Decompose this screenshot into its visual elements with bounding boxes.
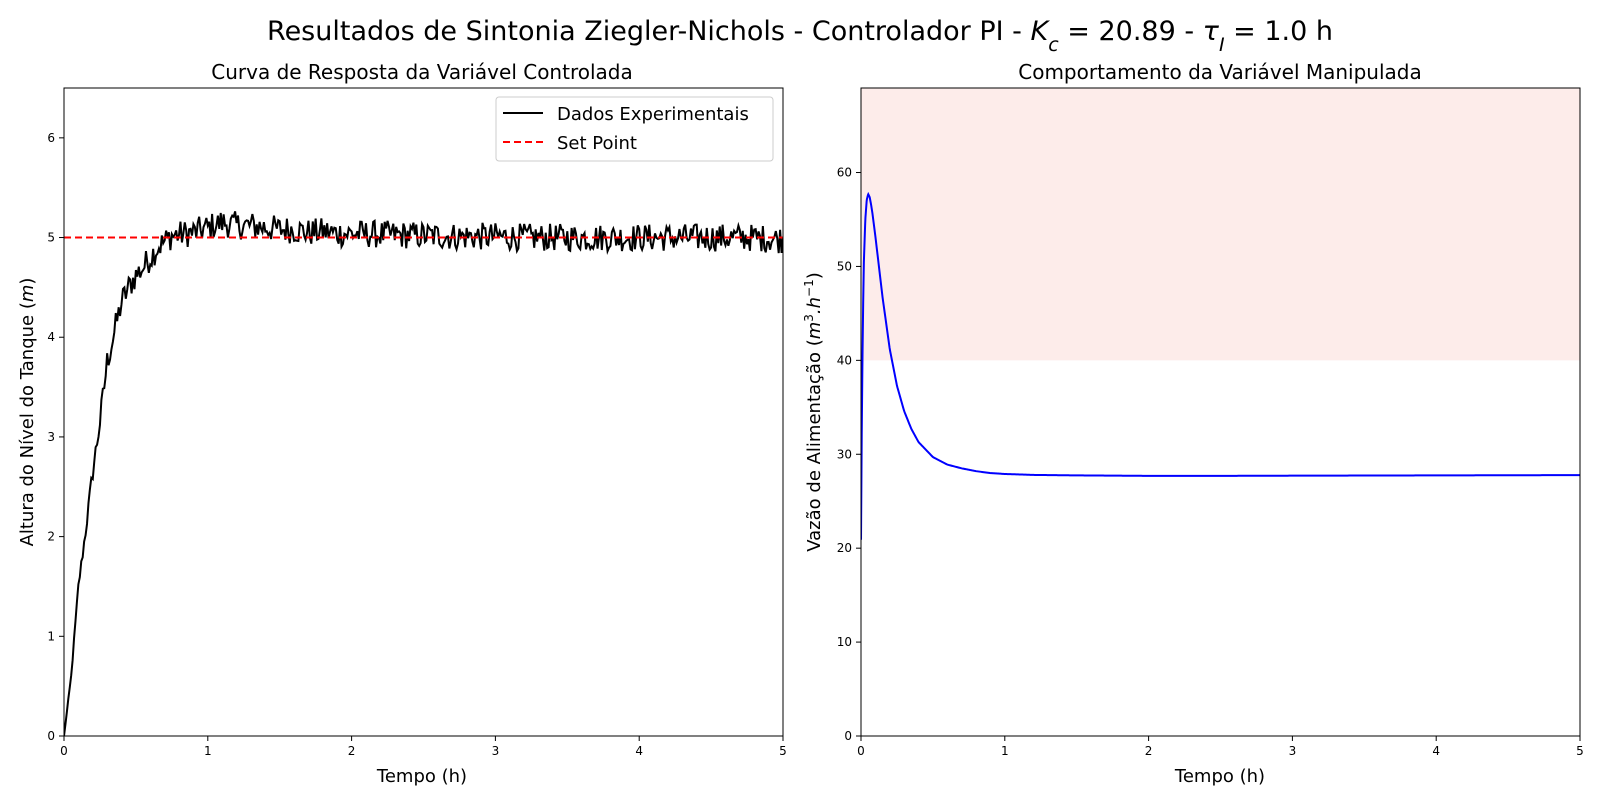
left-plot-area: 0 1 2 3 4 5 0 1 2 3 4 5 6 <box>47 87 787 758</box>
right-x-axis-label: Tempo (h) <box>1174 766 1265 787</box>
y-tick-label: 0 <box>844 729 852 743</box>
shaded-band <box>861 88 1580 361</box>
right-panel: Comportamento da Variável Manipulada 0 1 2… <box>802 60 1584 787</box>
legend: Dados Experimentais Set Point <box>495 96 774 162</box>
legend-label-setpoint: Set Point <box>557 133 637 154</box>
y-tick-label: 60 <box>837 166 852 180</box>
right-y-axis-label: Vazão de Alimentação (m3.h−1) <box>802 272 825 552</box>
left-axes-frame <box>63 87 784 737</box>
left-y-axis-label: Altura do Nível do Tanque (m) <box>17 278 38 547</box>
y-tick-label: 30 <box>837 447 852 461</box>
left-panel: Curva de Resposta da Variável Controlada… <box>17 60 787 787</box>
x-tick-label: 0 <box>60 744 68 758</box>
x-tick-label: 5 <box>779 744 787 758</box>
x-tick-label: 1 <box>204 744 212 758</box>
y-tick-label: 3 <box>47 430 55 444</box>
x-tick-label: 4 <box>1432 744 1440 758</box>
x-tick-label: 0 <box>857 744 865 758</box>
x-tick-label: 5 <box>1576 744 1584 758</box>
y-tick-label: 1 <box>47 629 55 643</box>
left-panel-title: Curva de Resposta da Variável Controlada <box>211 60 632 84</box>
y-tick-label: 10 <box>837 635 852 649</box>
left-series-dados-experimentais <box>64 211 783 736</box>
x-tick-label: 3 <box>1289 744 1297 758</box>
y-tick-label: 0 <box>47 729 55 743</box>
y-tick-label: 4 <box>47 330 55 344</box>
y-tick-label: 40 <box>837 353 852 367</box>
figure-title: Resultados de Sintonia Ziegler-Nichols -… <box>267 16 1333 56</box>
y-tick-label: 2 <box>47 530 55 544</box>
y-tick-label: 5 <box>47 231 55 245</box>
y-tick-label: 50 <box>837 259 852 273</box>
legend-label-experimental: Dados Experimentais <box>557 104 749 125</box>
legend-box <box>495 96 774 162</box>
x-tick-label: 3 <box>492 744 500 758</box>
x-tick-label: 2 <box>348 744 356 758</box>
y-tick-label: 6 <box>47 131 55 145</box>
right-panel-title: Comportamento da Variável Manipulada <box>1018 60 1422 84</box>
y-tick-label: 20 <box>837 541 852 555</box>
right-axes-frame <box>860 87 1581 737</box>
x-tick-label: 4 <box>635 744 643 758</box>
left-x-axis-label: Tempo (h) <box>376 766 467 787</box>
x-tick-label: 2 <box>1145 744 1153 758</box>
x-tick-label: 1 <box>1001 744 1009 758</box>
right-series-line <box>861 191 1580 540</box>
